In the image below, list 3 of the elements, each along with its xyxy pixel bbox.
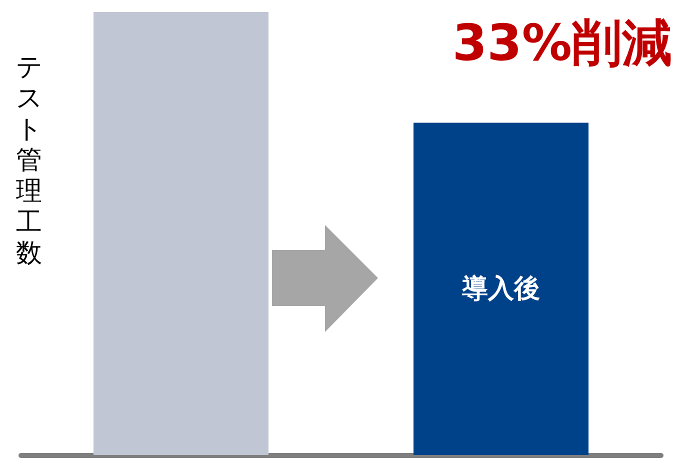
annotation: 33%削減	[452, 14, 672, 72]
y-axis-title: テスト管理工数	[16, 52, 43, 268]
x-tick-label: 導入後	[461, 274, 540, 304]
